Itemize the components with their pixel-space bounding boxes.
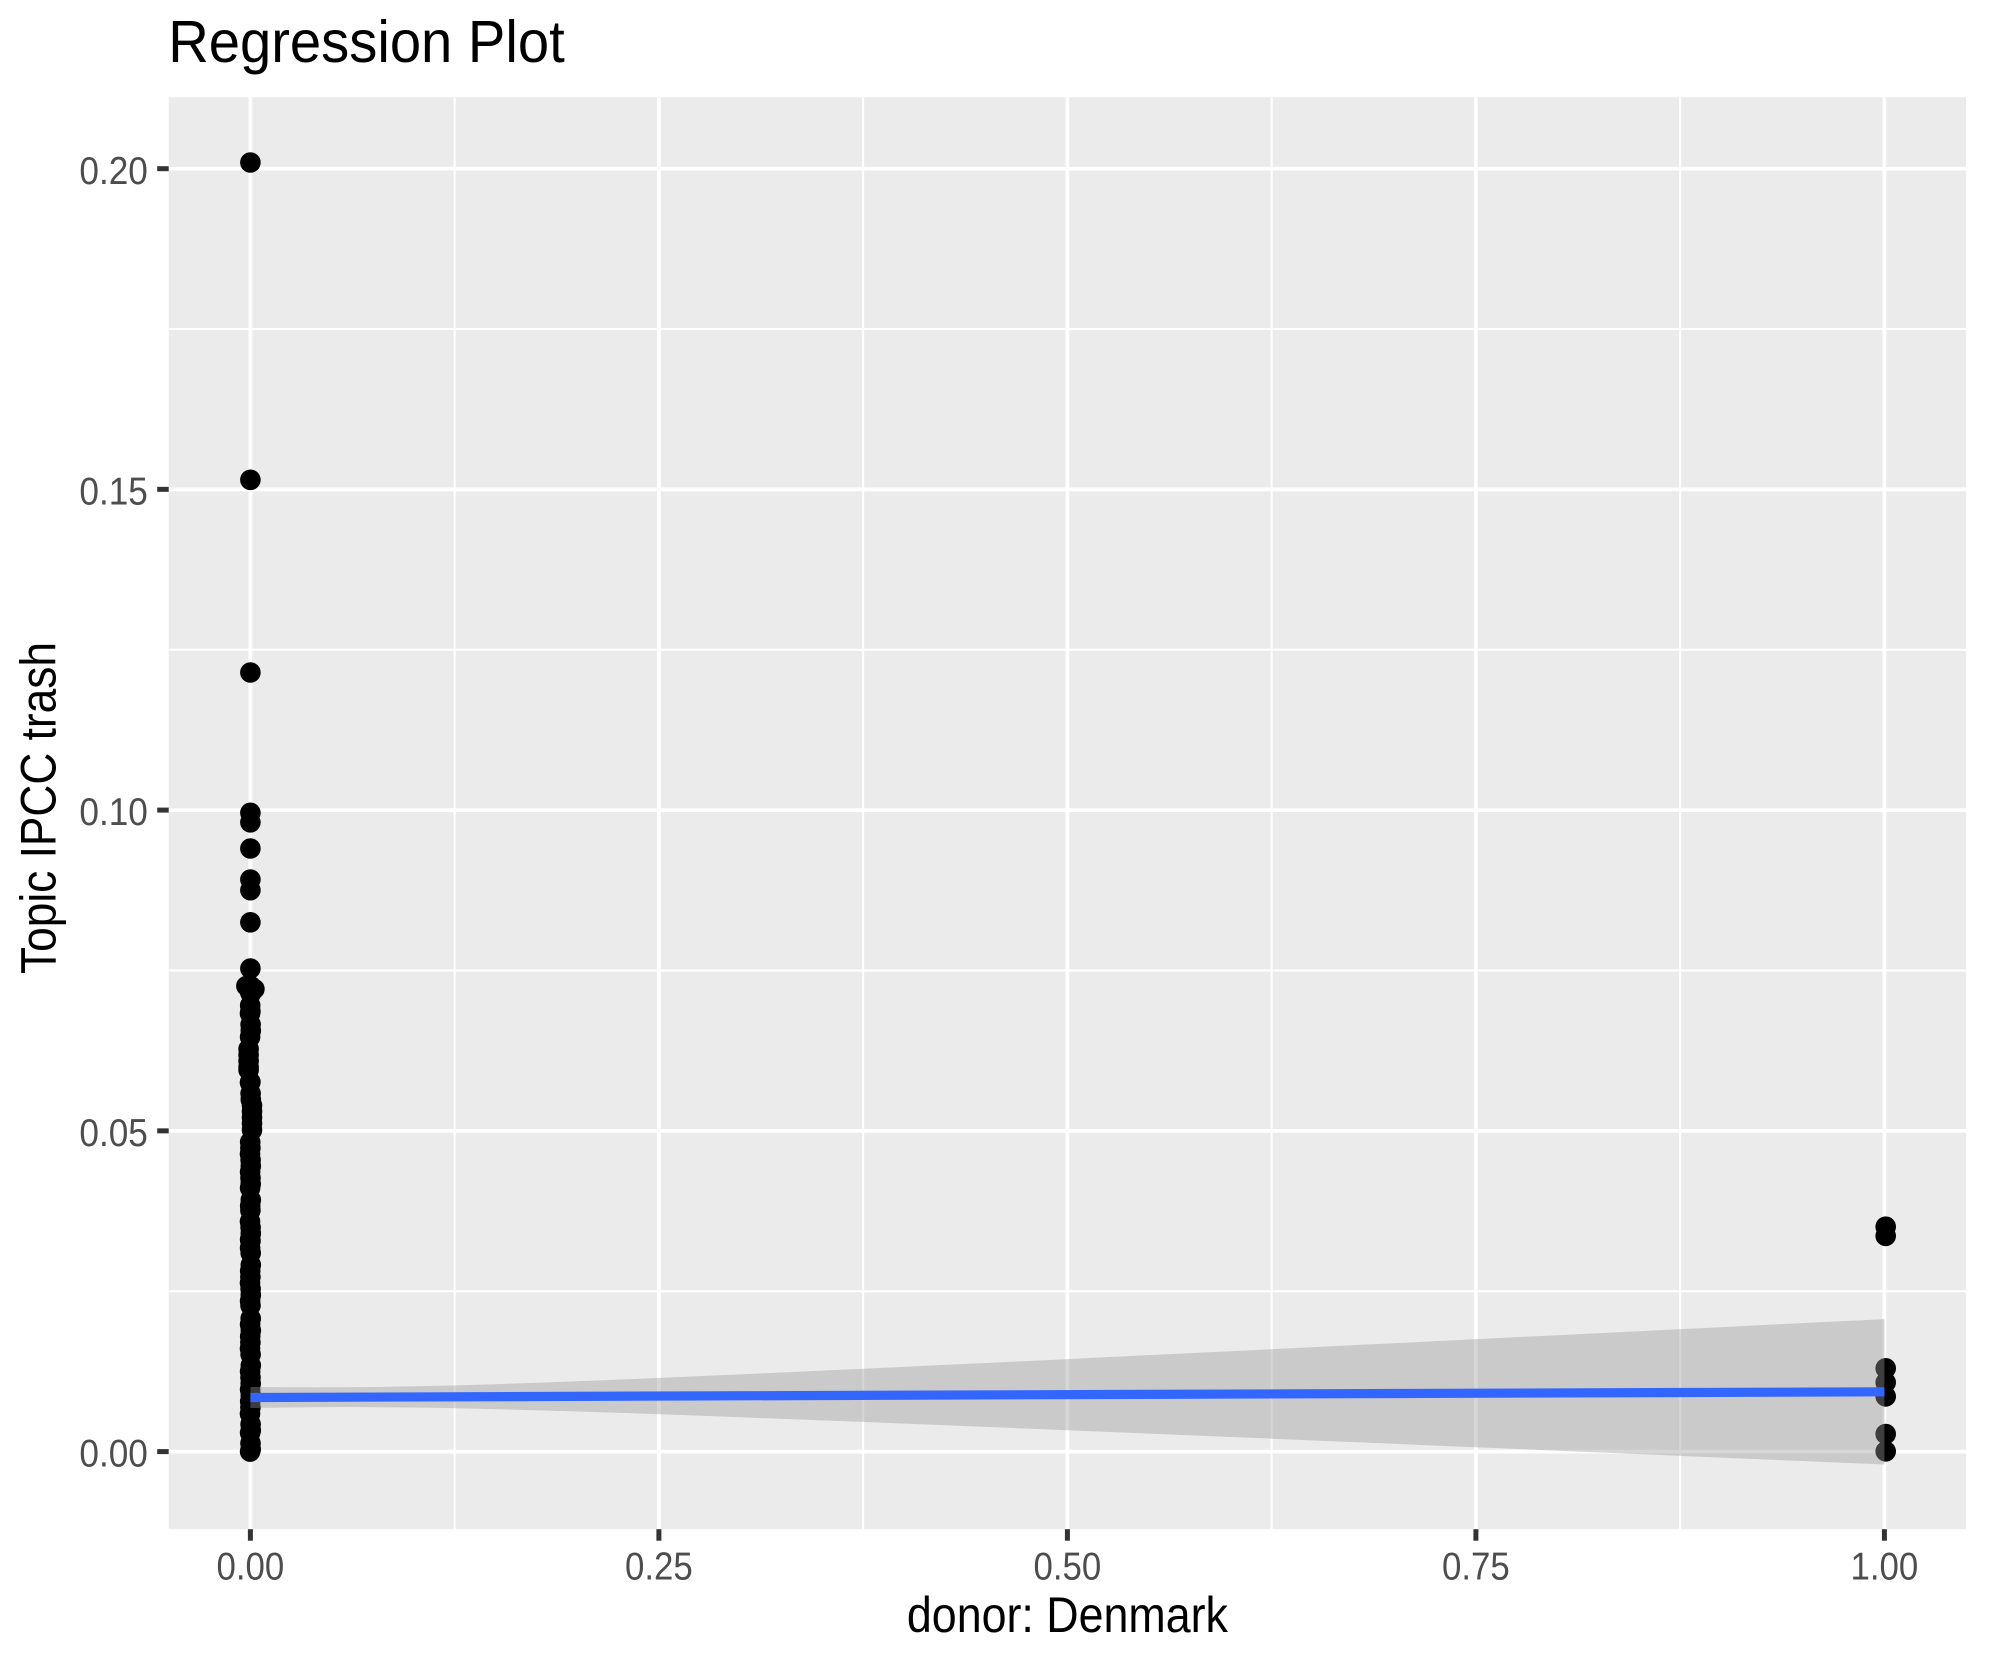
svg-text:Topic IPCC trash: Topic IPCC trash: [10, 642, 66, 974]
svg-text:0.50: 0.50: [1034, 1546, 1102, 1589]
svg-text:0.00: 0.00: [79, 1433, 148, 1476]
svg-text:0.75: 0.75: [1442, 1546, 1510, 1589]
svg-text:0.10: 0.10: [79, 791, 148, 834]
svg-text:0.15: 0.15: [79, 471, 148, 514]
svg-text:0.20: 0.20: [79, 150, 148, 193]
svg-text:0.00: 0.00: [217, 1546, 285, 1589]
svg-text:donor: Denmark: donor: Denmark: [907, 1587, 1229, 1643]
svg-text:0.05: 0.05: [79, 1112, 148, 1155]
svg-text:1.00: 1.00: [1851, 1546, 1919, 1589]
svg-text:Regression Plot: Regression Plot: [168, 8, 565, 75]
svg-text:0.25: 0.25: [625, 1546, 693, 1589]
